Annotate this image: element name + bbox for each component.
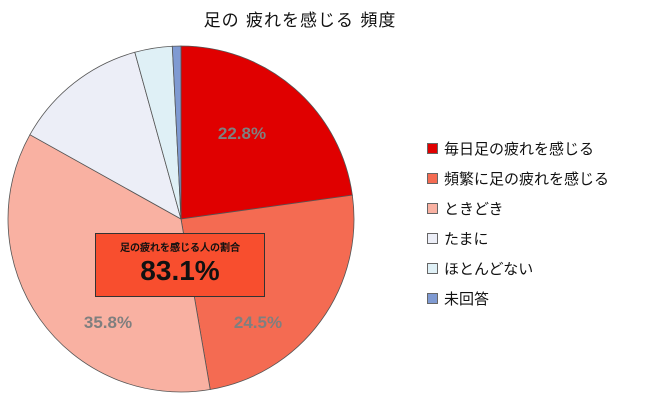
pie-slice [29, 51, 182, 220]
legend-item: 毎日足の疲れを感じる [427, 133, 649, 163]
legend-swatch [427, 142, 438, 154]
legend-label: 未回答 [444, 289, 490, 308]
callout-value: 83.1% [140, 255, 220, 286]
legend-swatch [427, 172, 438, 184]
callout-box: 足の疲れを感じる人の割合 83.1% [95, 233, 265, 297]
legend-label: 頻繁に足の疲れを感じる [444, 169, 610, 188]
pie-slice [171, 45, 182, 220]
legend-item: 頻繁に足の疲れを感じる [427, 163, 649, 193]
legend-label: ときどき [444, 199, 504, 218]
slice-data-label: 24.5% [234, 313, 282, 332]
slice-data-label: 35.8% [84, 313, 132, 332]
legend-label: 毎日足の疲れを感じる [444, 139, 595, 158]
legend-swatch [427, 202, 438, 214]
legend-label: たまに [444, 229, 489, 248]
legend-item: 未回答 [427, 283, 649, 313]
slice-data-label: 22.8% [218, 124, 266, 143]
legend-label: ほとんどない [444, 259, 534, 278]
legend-item: ほとんどない [427, 253, 649, 283]
legend: 毎日足の疲れを感じる 頻繁に足の疲れを感じる ときどきたまにほとんどない 未回答 [427, 133, 649, 313]
pie-slice [180, 45, 353, 220]
callout-caption: 足の疲れを感じる人の割合 [120, 243, 240, 254]
legend-swatch [427, 262, 438, 274]
chart-title: 足の 疲れを感じる 頻度 [203, 11, 397, 31]
legend-swatch [427, 292, 438, 304]
legend-item: ときどき [427, 193, 649, 223]
legend-swatch [427, 232, 438, 244]
legend-item: たまに [427, 223, 649, 253]
